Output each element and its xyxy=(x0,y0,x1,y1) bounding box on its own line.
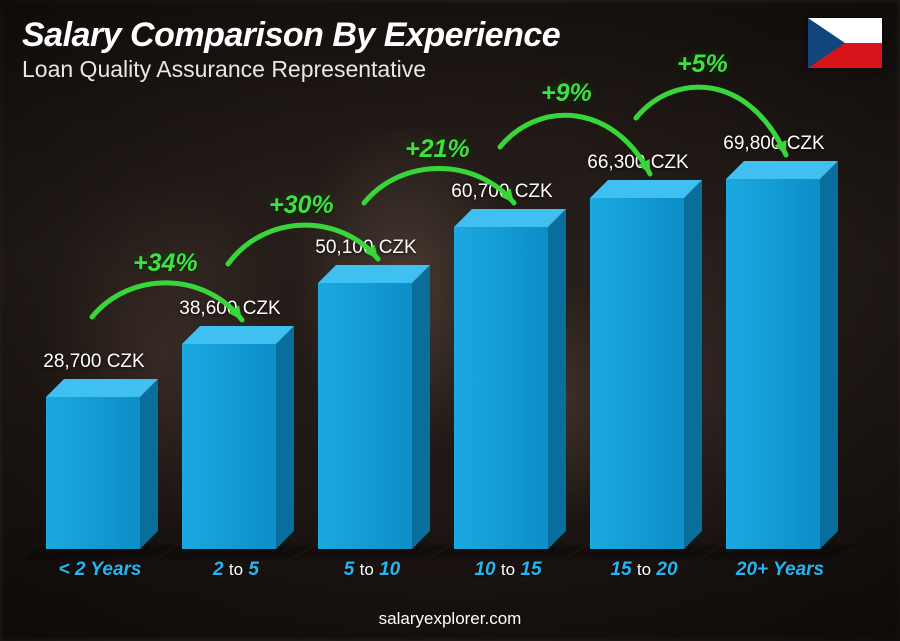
growth-label: +9% xyxy=(541,79,592,108)
bar-value-label: 38,600 CZK xyxy=(150,298,310,320)
bar-value-label: 60,700 CZK xyxy=(422,181,582,203)
bar-value-label: 66,300 CZK xyxy=(558,152,718,174)
footer-attribution: salaryexplorer.com xyxy=(0,609,900,629)
chart-subtitle: Loan Quality Assurance Representative xyxy=(22,56,426,83)
salary-comparison-chart: Salary Comparison By Experience Loan Qua… xyxy=(0,0,900,641)
bar xyxy=(46,397,140,549)
bar xyxy=(182,344,276,549)
bar-value-label: 69,800 CZK xyxy=(694,133,854,155)
bar-value-label: 50,100 CZK xyxy=(286,237,446,259)
growth-label: +21% xyxy=(405,135,470,164)
bar xyxy=(318,283,412,549)
x-axis-label: 20+ Years xyxy=(710,559,850,581)
bar xyxy=(726,179,820,549)
bar xyxy=(454,227,548,549)
bar-value-label: 28,700 CZK xyxy=(14,351,174,373)
x-axis-label: 2 to 5 xyxy=(166,559,306,581)
growth-label: +34% xyxy=(133,249,198,278)
x-axis-label: 15 to 20 xyxy=(574,559,714,581)
x-axis-label: 5 to 10 xyxy=(302,559,442,581)
x-axis-label: < 2 Years xyxy=(30,559,170,581)
x-axis-label: 10 to 15 xyxy=(438,559,578,581)
bar xyxy=(590,198,684,549)
growth-label: +30% xyxy=(269,191,334,220)
czech-flag-icon xyxy=(808,18,882,68)
plot-area: 28,700 CZK< 2 Years38,600 CZK2 to 550,10… xyxy=(30,110,850,581)
growth-label: +5% xyxy=(677,50,728,79)
chart-title: Salary Comparison By Experience xyxy=(22,16,560,55)
